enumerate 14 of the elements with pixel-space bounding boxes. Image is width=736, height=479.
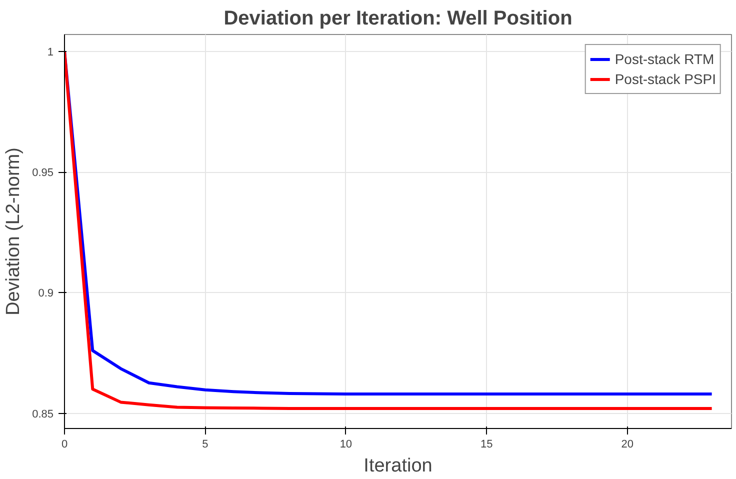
legend-label: Post-stack PSPI	[614, 71, 716, 87]
y-tick-label: 0.95	[32, 167, 54, 180]
x-axis-title: Iteration	[364, 456, 432, 476]
x-tick-label: 10	[340, 438, 352, 450]
y-tick-label: 1	[47, 46, 54, 58]
y-tick-label: 0.9	[38, 288, 54, 300]
x-tick-label: 20	[621, 438, 634, 450]
x-tick-label: 15	[480, 438, 493, 450]
chart-title: Deviation per Iteration: Well Position	[224, 8, 572, 30]
legend-label: Post-stack RTM	[614, 51, 714, 67]
x-tick-label: 5	[202, 438, 208, 450]
x-tick-label: 0	[61, 438, 68, 450]
y-tick-label: 0.85	[32, 408, 54, 420]
y-axis-title: Deviation (L2-norm)	[3, 148, 24, 316]
